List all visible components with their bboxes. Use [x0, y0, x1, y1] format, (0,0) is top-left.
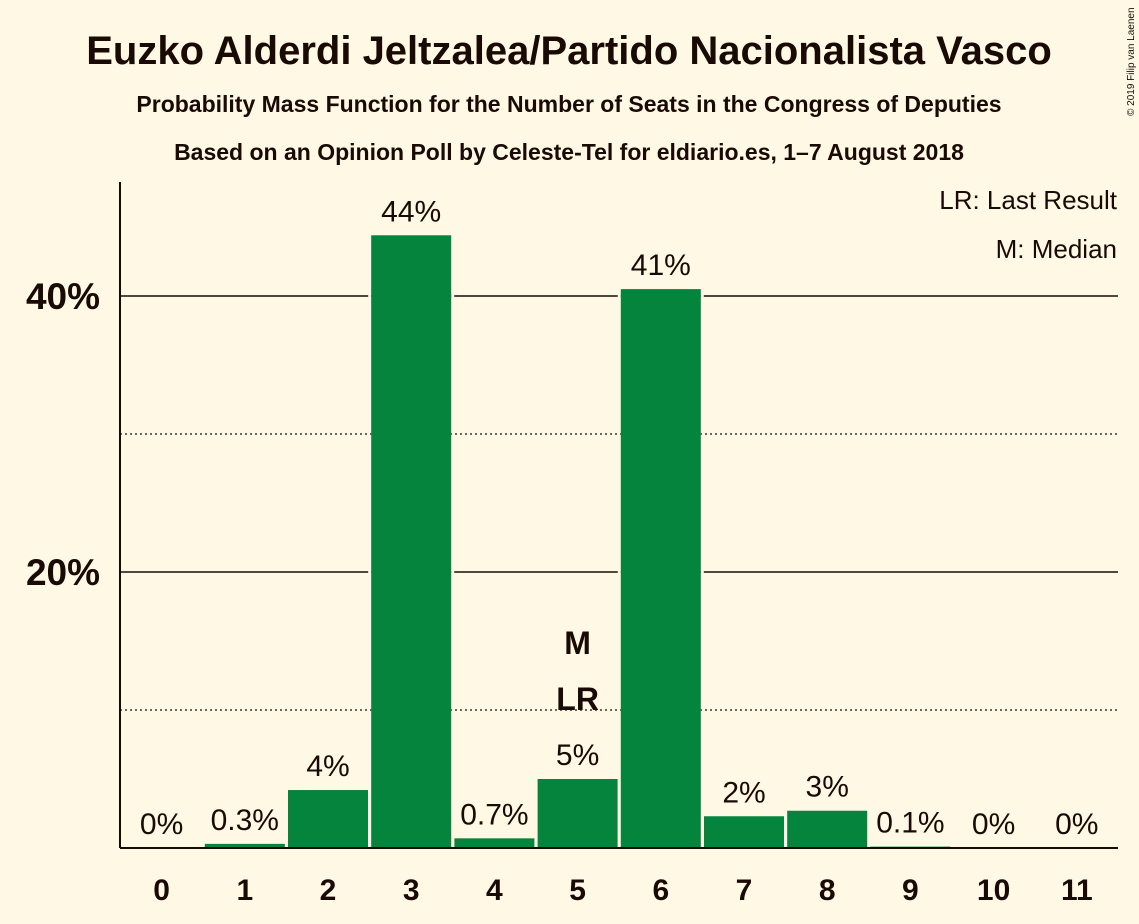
data-label-0: 0% — [140, 808, 183, 841]
copyright-text: © 2019 Filip van Laenen — [1126, 7, 1137, 116]
x-tick-label-0: 0 — [153, 874, 170, 907]
bar-8 — [787, 810, 868, 848]
x-tick-label-1: 1 — [236, 874, 253, 907]
x-tick-label-7: 7 — [736, 874, 753, 907]
data-label-8: 3% — [806, 771, 849, 804]
gridlines — [120, 294, 1118, 711]
bars — [204, 235, 951, 849]
gridline-gap — [368, 294, 372, 298]
y-tick-label: 20% — [26, 552, 100, 593]
marker-lr: LR — [556, 681, 599, 717]
data-label-4: 0.7% — [460, 798, 528, 831]
bar-1 — [204, 843, 285, 848]
bar-7 — [704, 816, 784, 848]
gridline-gap — [451, 294, 455, 298]
x-tick-labels: 0 1 2 3 4 5 6 7 8 9 10 11 — [153, 874, 1092, 907]
bar-2 — [288, 790, 368, 848]
gridline-gap — [451, 570, 455, 574]
bar-6 — [620, 289, 701, 849]
data-label-3: 44% — [381, 195, 441, 228]
x-tick-label-8: 8 — [819, 874, 836, 907]
data-label-5: 5% — [556, 739, 599, 772]
x-tick-label-2: 2 — [320, 874, 337, 907]
data-label-10: 0% — [972, 808, 1015, 841]
x-tick-label-10: 10 — [977, 874, 1010, 907]
axes — [119, 182, 1118, 849]
markers: M LR — [556, 625, 599, 717]
x-tick-label-4: 4 — [486, 874, 503, 907]
legend-median: M: Median — [996, 234, 1117, 264]
chart-title: Euzko Alderdi Jeltzalea/Partido Nacional… — [86, 29, 1052, 73]
data-label-1: 0.3% — [211, 804, 279, 837]
gridline-gap — [617, 294, 621, 298]
data-label-9: 0.1% — [876, 807, 944, 840]
marker-m: M — [564, 625, 591, 661]
bar-3 — [371, 235, 452, 848]
gridline-gap — [700, 294, 704, 298]
chart-subtitle-source: Based on an Opinion Poll by Celeste-Tel … — [174, 139, 964, 165]
gridline-gap — [700, 570, 704, 574]
x-tick-label-6: 6 — [652, 874, 669, 907]
chart-subtitle: Probability Mass Function for the Number… — [136, 91, 1001, 117]
x-tick-label-3: 3 — [403, 874, 420, 907]
gridline-gap — [617, 570, 621, 574]
x-tick-label-5: 5 — [569, 874, 586, 907]
legend-last-result: LR: Last Result — [939, 185, 1118, 215]
data-labels: 0% 0.3% 4% 44% 0.7% 5% 41% 2% 3% 0.1% 0% 0% — [140, 195, 1099, 841]
data-label-2: 4% — [306, 750, 349, 783]
data-label-11: 0% — [1055, 808, 1098, 841]
x-tick-label-11: 11 — [1061, 874, 1093, 907]
y-tick-labels: 20% 40% — [26, 276, 100, 593]
y-tick-label: 40% — [26, 276, 100, 317]
bar-4 — [454, 838, 535, 848]
data-label-6: 41% — [631, 249, 691, 282]
gridline-gap — [368, 570, 372, 574]
bar-5 — [537, 779, 618, 848]
data-label-7: 2% — [722, 776, 765, 809]
x-tick-label-9: 9 — [902, 874, 919, 907]
